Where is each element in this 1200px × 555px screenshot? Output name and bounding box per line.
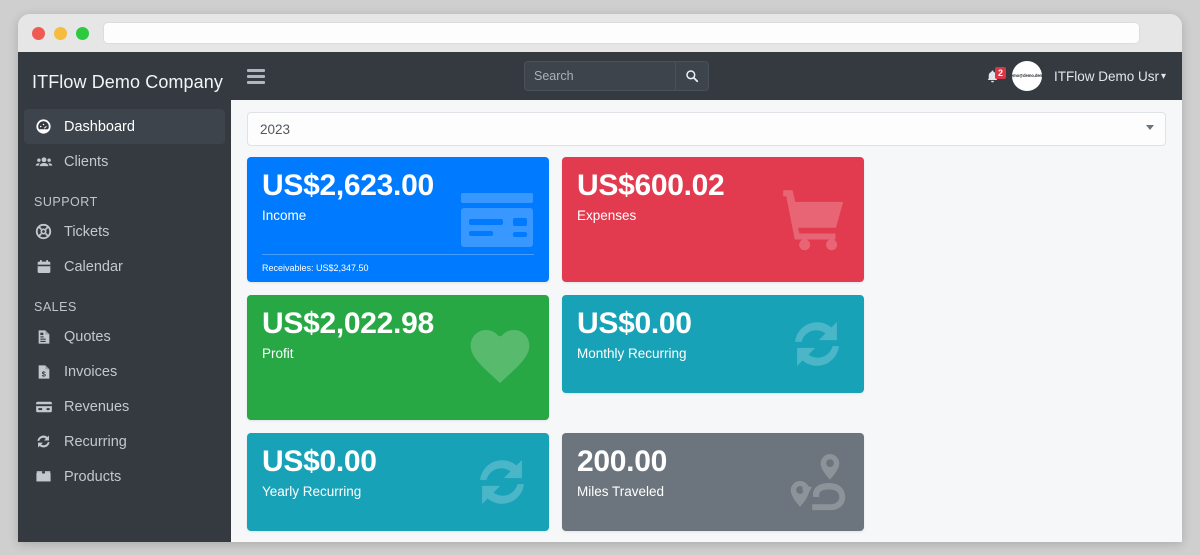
stat-card-expenses[interactable]: US$600.02 Expenses <box>562 157 864 282</box>
stat-card-label: Yearly Recurring <box>262 484 362 500</box>
stat-card-value: US$0.00 <box>577 307 692 340</box>
sidebar-item-label: Invoices <box>64 363 118 380</box>
search-input[interactable] <box>525 62 675 90</box>
sidebar-item-dashboard[interactable]: Dashboard <box>24 109 225 144</box>
sidebar: ITFlow Demo Company Dashboard <box>18 52 231 542</box>
sidebar-item-tickets[interactable]: Tickets <box>24 214 225 249</box>
stat-card-footer: Receivables: US$2,347.50 <box>262 254 534 273</box>
chevron-down-icon <box>1146 125 1154 130</box>
topbar-right: 2 demo@demo.demo ITFlow Demo Usr ▾ <box>985 52 1166 100</box>
stat-card-label: Income <box>262 208 307 224</box>
search-icon <box>686 70 699 83</box>
sidebar-item-revenues[interactable]: Revenues <box>24 389 225 424</box>
maximize-window-button[interactable] <box>76 26 89 40</box>
stat-card-value: US$0.00 <box>262 445 377 478</box>
main-content: 2023 US$2,623.00 Income Receivables: US$… <box>231 100 1182 542</box>
sidebar-item-recurring[interactable]: Recurring <box>24 424 225 459</box>
sidebar-item-quotes[interactable]: Quotes <box>24 319 225 354</box>
stat-card-value: US$2,623.00 <box>262 169 434 202</box>
chevron-down-icon: ▾ <box>1160 70 1166 82</box>
year-filter-select[interactable]: 2023 <box>247 112 1166 146</box>
window-controls <box>32 26 89 40</box>
bell-icon <box>987 70 998 82</box>
sidebar-item-clients[interactable]: Clients <box>24 144 225 179</box>
calendar-icon <box>34 257 53 276</box>
credit-card-icon <box>34 397 53 416</box>
sidebar-item-label: Quotes <box>64 328 111 345</box>
sidebar-item-label: Calendar <box>64 258 123 275</box>
lifering-icon <box>34 222 53 241</box>
quote-file-icon <box>34 327 53 346</box>
url-bar[interactable] <box>103 22 1140 44</box>
stat-card-income[interactable]: US$2,623.00 Income Receivables: US$2,347… <box>247 157 549 282</box>
stat-card-label: Expenses <box>577 208 637 224</box>
sidebar-item-label: Revenues <box>64 398 130 415</box>
topbar: 2 demo@demo.demo ITFlow Demo Usr ▾ <box>231 52 1182 100</box>
search-box <box>524 61 709 91</box>
avatar-text: demo@demo.demo <box>1012 72 1042 78</box>
stat-card-label: Miles Traveled <box>577 484 665 500</box>
dashboard-icon <box>34 117 53 136</box>
sidebar-section-support: SUPPORT <box>34 195 98 209</box>
user-name-label: ITFlow Demo Usr <box>1053 68 1159 84</box>
close-window-button[interactable] <box>32 26 45 40</box>
stat-card-yearly-recurring[interactable]: US$0.00 Yearly Recurring <box>247 433 549 531</box>
brand-title: ITFlow Demo Company <box>32 72 223 92</box>
clients-icon <box>34 152 53 171</box>
notification-count-badge: 2 <box>994 66 1006 79</box>
stat-card-value: US$2,022.98 <box>262 307 434 340</box>
stat-card-value: US$600.02 <box>577 169 725 202</box>
box-icon <box>34 467 53 486</box>
search-button[interactable] <box>675 62 708 90</box>
stat-card-profit[interactable]: US$2,022.98 Profit <box>247 295 549 420</box>
avatar[interactable]: demo@demo.demo <box>1011 61 1042 91</box>
sidebar-item-label: Recurring <box>64 433 127 450</box>
year-filter-value: 2023 <box>260 121 291 137</box>
browser-window: ITFlow Demo Company Dashboard <box>18 14 1182 542</box>
hamburger-icon[interactable] <box>247 68 265 84</box>
stat-card-grid: US$2,623.00 Income Receivables: US$2,347… <box>247 157 1166 542</box>
sidebar-section-sales: SALES <box>34 300 77 314</box>
sidebar-item-products[interactable]: Products <box>24 459 225 494</box>
sidebar-item-label: Dashboard <box>64 118 135 135</box>
app-viewport: ITFlow Demo Company Dashboard <box>18 52 1182 542</box>
stat-card-miles-traveled[interactable]: 200.00 Miles Traveled <box>562 433 864 531</box>
sidebar-item-label: Clients <box>64 153 109 170</box>
sidebar-nav: Dashboard Clients <box>18 109 231 494</box>
stat-card-label: Profit <box>262 346 294 362</box>
sidebar-item-invoices[interactable]: $ Invoices <box>24 354 225 389</box>
recurring-icon <box>34 432 53 451</box>
stat-card-value: 200.00 <box>577 445 667 478</box>
sidebar-item-label: Products <box>64 468 122 485</box>
stat-card-monthly-recurring[interactable]: US$0.00 Monthly Recurring <box>562 295 864 393</box>
sidebar-item-label: Tickets <box>64 223 110 240</box>
notifications-button[interactable]: 2 <box>985 66 1006 84</box>
sidebar-item-calendar[interactable]: Calendar <box>24 249 225 284</box>
browser-titlebar <box>18 14 1182 52</box>
minimize-window-button[interactable] <box>54 26 67 40</box>
invoice-file-icon: $ <box>34 362 53 381</box>
svg-text:$: $ <box>41 369 45 378</box>
user-menu[interactable]: ITFlow Demo Usr ▾ <box>1054 69 1166 84</box>
stat-card-label: Monthly Recurring <box>577 346 687 362</box>
